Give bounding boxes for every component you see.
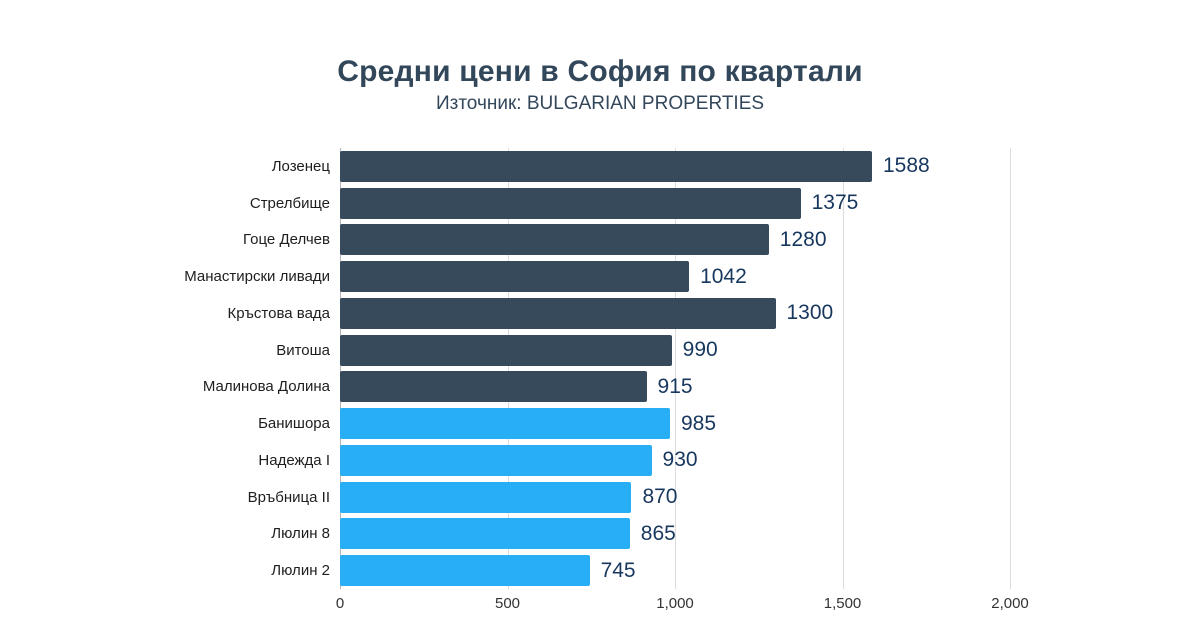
bar-row: Малинова Долина 915: [0, 369, 1200, 406]
bar-row: Стрелбище 1375: [0, 185, 1200, 222]
category-label: Малинова Долина: [202, 378, 330, 396]
value-label: 1280: [779, 227, 827, 251]
bar-row: Витоша 990: [0, 332, 1200, 369]
bar-track: 930: [340, 444, 1010, 476]
bar-rows: Лозенец 1588 Стрелбище 1375 Гоце Делчев 1280 М…: [0, 148, 1200, 589]
x-tick-label: 500: [494, 595, 521, 612]
bar: [340, 297, 776, 329]
bar-track: 870: [340, 481, 1010, 513]
bar: [340, 150, 872, 182]
value-label: 985: [680, 411, 717, 435]
bar-track: 1042: [340, 261, 1010, 293]
category-label: Люлин 8: [271, 525, 330, 543]
bar-row: Люлин 2 745: [0, 552, 1200, 589]
bar-track: 1375: [340, 187, 1010, 219]
bar-row: Люлин 8 865: [0, 516, 1200, 553]
chart-subtitle: Източник: BULGARIAN PROPERTIES: [435, 93, 765, 114]
category-label: Витоша: [276, 341, 330, 359]
bar: [340, 261, 690, 293]
bar-track: 1280: [340, 224, 1010, 256]
category-label: Лозенец: [271, 157, 330, 175]
category-label: Връбница II: [247, 488, 330, 506]
bar-row: Гоце Делчев 1280: [0, 222, 1200, 259]
bar: [340, 481, 632, 513]
bar: [340, 334, 672, 366]
x-tick-label: 2,000: [991, 595, 1029, 612]
bar-row: Надежда I 930: [0, 442, 1200, 479]
bar-chart: Лозенец 1588 Стрелбище 1375 Гоце Делчев 1280 М…: [0, 148, 1200, 628]
category-label: Люлин 2: [271, 562, 330, 580]
value-label: 865: [640, 521, 676, 545]
x-axis: 0 500 1,000 1,500 2,000: [336, 593, 1029, 617]
category-label: Кръстова вада: [227, 304, 330, 322]
bar-row: Лозенец 1588: [0, 148, 1200, 185]
bar-track: 985: [340, 408, 1010, 440]
bar-track: 745: [340, 555, 1010, 587]
value-label: 930: [662, 448, 698, 472]
value-label: 990: [682, 338, 718, 362]
value-label: 1375: [811, 191, 859, 215]
value-label: 1042: [700, 264, 747, 288]
bar-track: 1588: [340, 150, 1010, 182]
bar-track: 1300: [340, 297, 1010, 329]
bar-track: 990: [340, 334, 1010, 366]
bar: [340, 408, 670, 440]
bar-track: 915: [340, 371, 1010, 403]
x-tick-label: 1,000: [656, 595, 694, 612]
x-tick-label: 1,500: [823, 595, 862, 612]
category-label: Гоце Делчев: [243, 231, 330, 249]
bar: [340, 371, 647, 403]
x-tick-label: 0: [335, 595, 345, 612]
category-label: Стрелбище: [249, 194, 330, 212]
value-label: 1588: [882, 154, 930, 178]
value-label: 1300: [786, 301, 834, 325]
bar: [340, 187, 801, 219]
bar-row: Връбница II 870: [0, 479, 1200, 516]
category-label: Надежда I: [258, 451, 330, 469]
bar-row: Банишора 985: [0, 405, 1200, 442]
bar: [340, 518, 630, 550]
bar: [340, 555, 590, 587]
category-label: Банишора: [258, 415, 330, 433]
bar-row: Манастирски ливади 1042: [0, 258, 1200, 295]
category-label: Манастирски ливади: [184, 268, 330, 286]
value-label: 745: [600, 558, 636, 582]
bar: [340, 444, 652, 476]
value-label: 870: [642, 485, 678, 509]
chart-title: Средни цени в София по квартали: [337, 55, 863, 88]
bar: [340, 224, 769, 256]
value-label: 915: [657, 374, 693, 398]
bar-track: 865: [340, 518, 1010, 550]
bar-row: Кръстова вада 1300: [0, 295, 1200, 332]
